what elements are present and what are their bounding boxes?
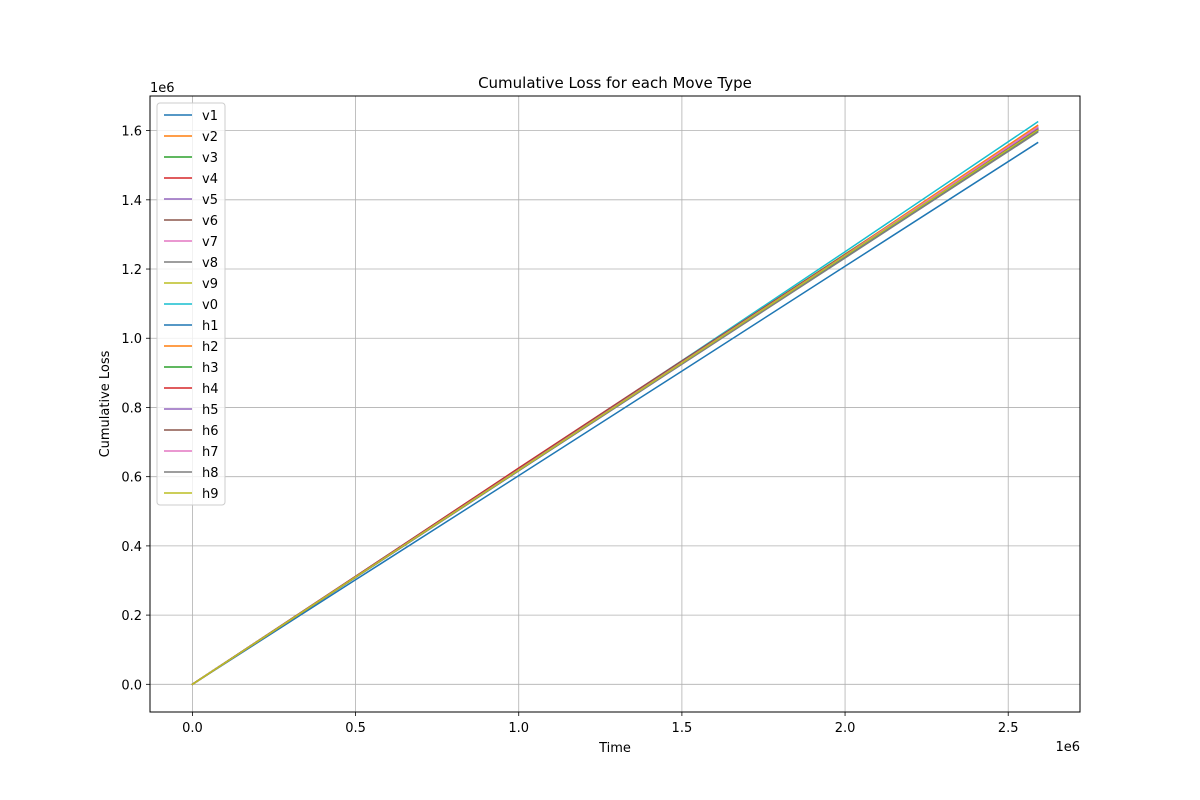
x-tick-label: 1.5	[672, 721, 693, 736]
axis-ticks: 0.0 0.5 1.0 1.5 2.0 2.5 0.0 0.2 0.4 0.6 0.8 1.0 1.2 1…	[121, 125, 1018, 736]
legend-label-v2: v2	[202, 130, 218, 145]
legend-label-h8: h8	[202, 466, 219, 481]
x-tick-label: 2.0	[835, 721, 856, 736]
y-tick-label: 1.4	[121, 194, 142, 209]
legend-label-v8: v8	[202, 256, 218, 271]
legend-label-h2: h2	[202, 340, 219, 355]
legend-label-v4: v4	[202, 172, 218, 187]
x-axis-offset-text: 1e6	[1055, 740, 1080, 755]
legend-label-h4: h4	[202, 382, 219, 397]
legend-label-v6: v6	[202, 214, 218, 229]
y-tick-label: 0.0	[121, 678, 142, 693]
y-tick-label: 0.8	[121, 401, 142, 416]
y-tick-label: 1.6	[121, 125, 142, 140]
series-line-v1	[191, 141, 1039, 686]
legend-label-v0: v0	[202, 298, 218, 313]
legend-label-h5: h5	[202, 403, 219, 418]
y-axis-offset-text: 1e6	[150, 81, 175, 96]
x-axis-label: Time	[598, 741, 631, 756]
y-tick-label: 1.2	[121, 263, 142, 278]
series-lines	[191, 120, 1039, 686]
y-tick-label: 0.2	[121, 609, 142, 624]
series-line-h9	[191, 129, 1039, 686]
legend-label-v5: v5	[202, 193, 218, 208]
legend-label-h3: h3	[202, 361, 219, 376]
x-tick-label: 0.0	[182, 721, 203, 736]
x-tick-label: 0.5	[345, 721, 366, 736]
legend-label-h7: h7	[202, 445, 219, 460]
x-tick-label: 2.5	[998, 721, 1019, 736]
legend-label-h6: h6	[202, 424, 219, 439]
y-axis-label: Cumulative Loss	[98, 350, 113, 457]
legend-label-v1: v1	[202, 109, 218, 124]
plot-frame	[149, 95, 1081, 713]
legend-label-v9: v9	[202, 277, 218, 292]
y-tick-label: 1.0	[121, 332, 142, 347]
legend-label-v7: v7	[202, 235, 218, 250]
legend-label-h1: h1	[202, 319, 219, 334]
chart-title: Cumulative Loss for each Move Type	[478, 74, 752, 92]
legend-label-v3: v3	[202, 151, 218, 166]
legend: v1 v2 v3 v4 v5 v6 v7 v8 v9 v0 h1 h2 h3 h4 h5 h6 h7 h8 h9	[156, 102, 226, 506]
y-tick-label: 0.4	[121, 540, 142, 555]
y-tick-label: 0.6	[121, 471, 142, 486]
legend-label-h9: h9	[202, 487, 219, 502]
x-tick-label: 1.0	[508, 721, 529, 736]
